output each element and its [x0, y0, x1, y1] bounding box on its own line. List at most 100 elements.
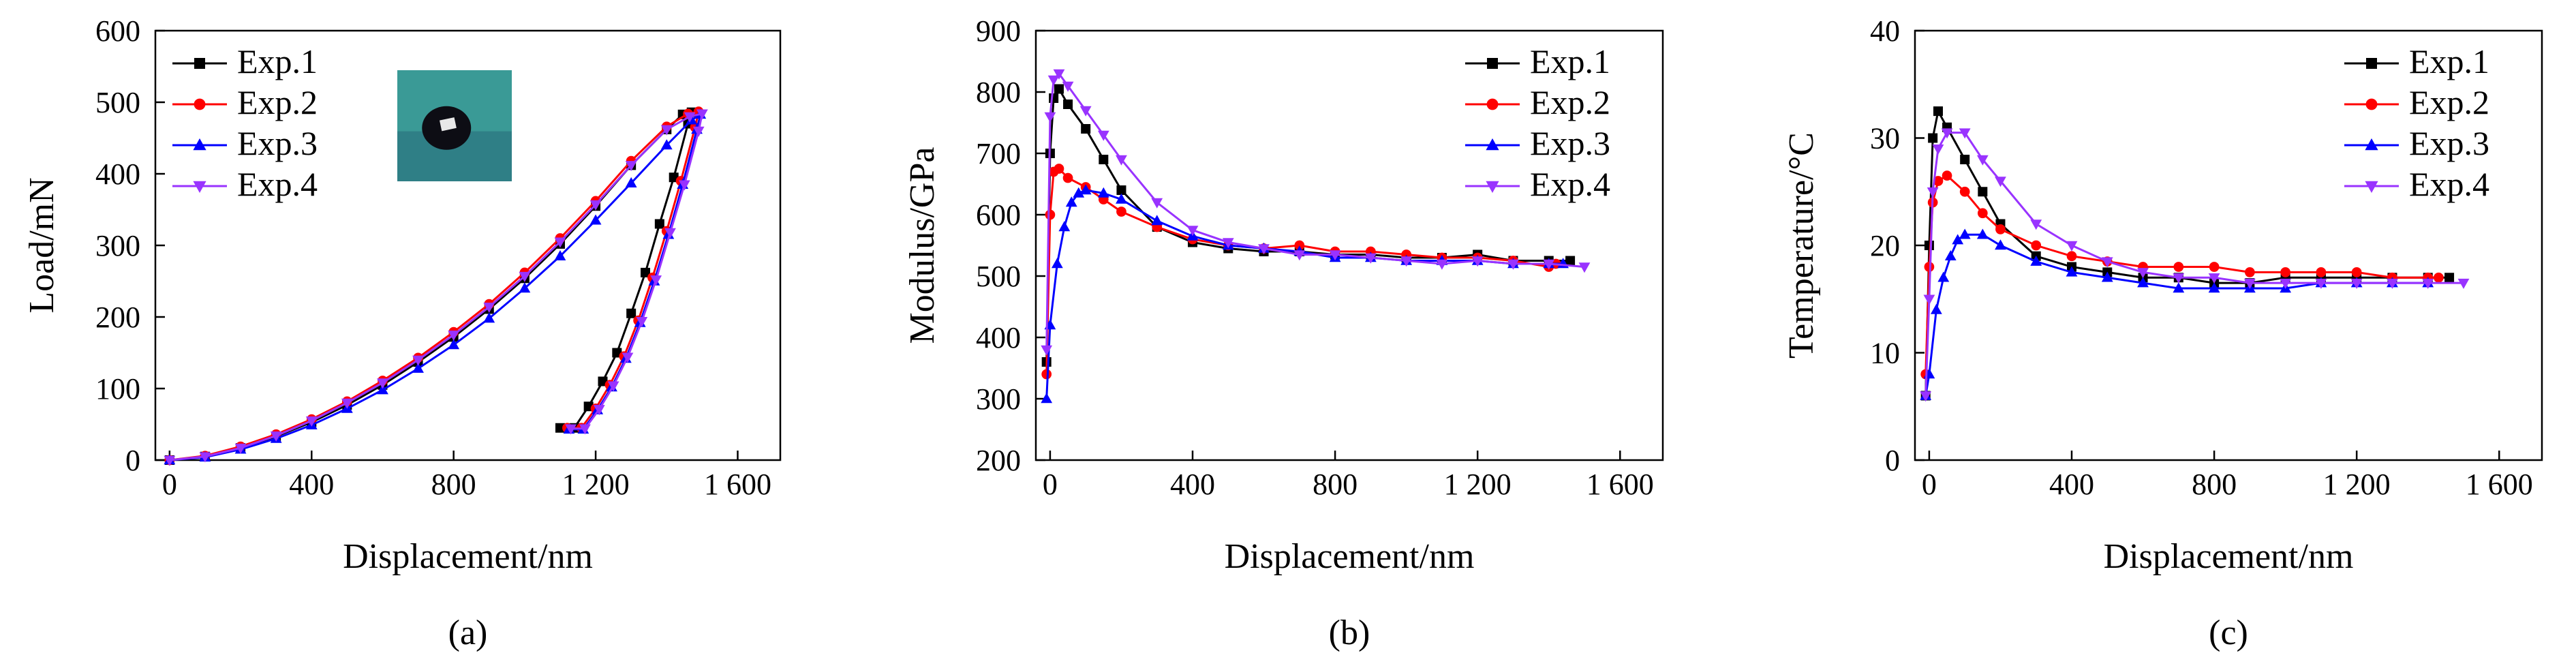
- x-tick-label: 0: [162, 468, 177, 501]
- data-point: [2208, 273, 2220, 284]
- data-point: [1364, 253, 1377, 264]
- data-point: [412, 362, 424, 373]
- x-tick-label: 800: [1313, 468, 1358, 501]
- legend-label: Exp.1: [2409, 42, 2489, 80]
- data-point: [2444, 273, 2455, 283]
- data-point: [2280, 267, 2290, 277]
- series-exp4: [1920, 128, 2470, 402]
- data-point: [2066, 241, 2078, 252]
- legend-label: Exp.3: [1530, 124, 1610, 162]
- data-point: [1186, 226, 1199, 237]
- legend-label: Exp.2: [1530, 83, 1610, 121]
- y-tick-label: 300: [976, 382, 1021, 416]
- data-point: [625, 177, 637, 187]
- legend-marker: [194, 58, 205, 69]
- data-point: [1097, 187, 1109, 198]
- data-point: [1960, 155, 1970, 164]
- data-point: [1933, 106, 1943, 117]
- data-point: [2209, 262, 2220, 272]
- x-axis-title: Displacement/nm: [1225, 537, 1475, 576]
- data-point: [1976, 155, 1989, 166]
- data-point: [1151, 198, 1163, 209]
- data-point: [607, 381, 619, 392]
- y-tick-label: 200: [976, 444, 1021, 477]
- data-point: [1995, 224, 2006, 234]
- y-tick-label: 900: [976, 14, 1021, 48]
- data-point: [678, 180, 690, 191]
- data-point: [412, 355, 424, 366]
- data-point: [1053, 69, 1065, 80]
- y-tick-label: 30: [1870, 122, 1900, 155]
- data-point: [1116, 207, 1126, 217]
- data-point: [377, 384, 388, 395]
- x-axis-title: Displacement/nm: [2104, 537, 2354, 576]
- data-point: [1054, 164, 1064, 174]
- data-point: [692, 126, 705, 137]
- data-point: [1081, 124, 1091, 134]
- data-point: [626, 308, 637, 318]
- data-point: [1329, 250, 1341, 261]
- data-point: [1565, 256, 1576, 266]
- x-tick-label: 1 200: [562, 468, 630, 501]
- data-point: [2351, 267, 2362, 277]
- data-point: [1933, 176, 1944, 186]
- data-point: [1151, 215, 1163, 226]
- data-point: [305, 416, 318, 427]
- data-point: [1116, 155, 1127, 166]
- data-point: [1978, 187, 1988, 197]
- data-point: [1062, 81, 1074, 92]
- data-point: [641, 267, 651, 277]
- data-point: [2387, 278, 2398, 289]
- inset-photo: [397, 70, 512, 181]
- data-point: [1062, 172, 1073, 183]
- data-point: [448, 330, 460, 341]
- data-point: [654, 219, 664, 229]
- data-point: [1941, 128, 1953, 139]
- legend-marker: [2365, 138, 2378, 151]
- data-point: [1293, 250, 1306, 261]
- series-exp3: [1041, 184, 1569, 404]
- data-point: [1920, 391, 1932, 402]
- data-point: [1258, 244, 1270, 255]
- x-tick-label: 0: [1043, 468, 1058, 501]
- data-point: [2173, 262, 2184, 272]
- legend-label: Exp.1: [237, 42, 318, 80]
- data-point: [1079, 106, 1092, 117]
- y-tick-label: 0: [1885, 444, 1900, 477]
- data-point: [625, 161, 637, 172]
- series-line: [1925, 132, 2464, 396]
- data-point: [1436, 259, 1448, 270]
- data-point: [2137, 277, 2149, 288]
- y-tick-label: 0: [125, 444, 140, 477]
- data-point: [2316, 267, 2327, 277]
- plot-frame: [1034, 29, 1664, 461]
- series-exp1: [1041, 84, 1576, 367]
- data-point: [2101, 257, 2113, 268]
- y-tick-label: 800: [976, 76, 1021, 109]
- data-point: [1294, 240, 1305, 251]
- legend-label: Exp.1: [1530, 42, 1610, 80]
- data-point: [589, 214, 602, 225]
- legend-marker: [2366, 58, 2377, 69]
- x-tick-label: 1 600: [2466, 468, 2533, 501]
- data-point: [2030, 219, 2042, 230]
- legend-marker: [2365, 181, 2378, 193]
- y-tick-label: 400: [95, 157, 140, 191]
- data-point: [2173, 282, 2185, 293]
- data-point: [2101, 271, 2113, 282]
- data-point: [1044, 112, 1056, 123]
- data-point: [1073, 187, 1085, 198]
- data-point: [1054, 84, 1064, 94]
- data-point: [519, 271, 531, 282]
- y-axis-title: Temperature/°C: [1782, 132, 1821, 359]
- data-point: [1977, 208, 1988, 219]
- legend-marker: [194, 98, 206, 110]
- data-point: [1976, 228, 1989, 239]
- data-point: [1944, 250, 1957, 261]
- data-point: [519, 282, 531, 293]
- data-point: [2315, 278, 2327, 289]
- data-point: [1047, 75, 1060, 86]
- y-tick-label: 100: [95, 372, 140, 406]
